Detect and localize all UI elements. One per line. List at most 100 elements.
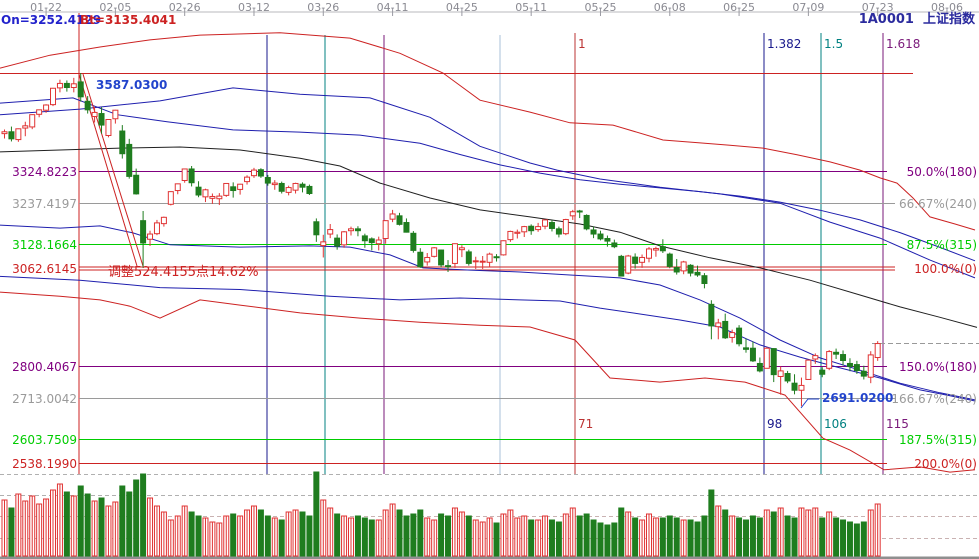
- volume-bar: [576, 515, 583, 557]
- lower-band-blue: [0, 275, 976, 402]
- candle-body: [237, 183, 244, 190]
- date-label: 06-25: [723, 1, 756, 14]
- candle-body: [50, 87, 57, 106]
- upper-envelope-red: [0, 32, 976, 231]
- candle-body: [576, 210, 583, 213]
- candle-body: [257, 169, 264, 177]
- candle-body: [542, 219, 549, 227]
- candle-body: [874, 343, 881, 359]
- date-label: 07-23: [861, 1, 894, 14]
- candle-body: [853, 364, 860, 372]
- candle-body: [493, 256, 500, 259]
- volume-bar: [618, 507, 625, 557]
- candle-body: [756, 362, 763, 372]
- candle-body: [334, 237, 341, 247]
- candle-body: [133, 174, 140, 195]
- candle-body: [264, 177, 271, 184]
- candle-body: [43, 104, 50, 111]
- candle-body: [230, 186, 237, 192]
- candle-body: [299, 183, 306, 188]
- volume-bar: [417, 509, 424, 557]
- candle-body: [659, 246, 666, 252]
- date-label: 04-11: [376, 1, 409, 14]
- candle-body: [528, 225, 535, 232]
- volume-bar: [438, 513, 445, 557]
- volume-bar: [188, 511, 195, 557]
- volume-bar: [306, 515, 313, 557]
- fib-percent-label: 166.67%(240): [891, 392, 977, 407]
- candle-body: [826, 351, 833, 369]
- bar-count-label: 106: [824, 417, 847, 431]
- volume-bar: [840, 519, 847, 557]
- fib-percent-label: 50.0%(180): [906, 164, 977, 179]
- date-label: 02-05: [99, 1, 132, 14]
- candle-body: [126, 143, 133, 177]
- candle-body: [250, 169, 257, 177]
- fib-percent-label: 87.5%(315): [906, 237, 977, 252]
- candle-body: [694, 271, 701, 276]
- candle-body: [63, 82, 70, 89]
- candle-body: [514, 231, 521, 234]
- volume-bar: [853, 523, 860, 557]
- candle-body: [29, 114, 36, 128]
- candle-body: [424, 256, 431, 263]
- candle-body: [625, 255, 632, 274]
- volume-bar: [694, 521, 701, 557]
- volume-bar: [126, 491, 133, 557]
- candle-body: [382, 220, 389, 240]
- candle-body: [805, 359, 812, 380]
- date-label: 08-06: [930, 1, 963, 14]
- candle-body: [722, 320, 729, 339]
- date-label: 03-12: [237, 1, 270, 14]
- candle-body: [341, 231, 348, 246]
- bar-count-label: 115: [886, 417, 909, 431]
- volume-bar: [611, 522, 618, 557]
- candle-body: [244, 176, 251, 183]
- price-level-label: 3128.1664: [12, 237, 77, 252]
- candle-body: [846, 362, 853, 367]
- candle-body: [77, 81, 84, 98]
- candle-body: [327, 229, 334, 235]
- symbol-title: 1A0001 上证指数: [859, 13, 975, 26]
- volume-bar: [8, 507, 15, 557]
- candle-body: [98, 113, 105, 126]
- candle-body: [361, 235, 368, 242]
- candle-body: [91, 111, 98, 118]
- candle-body: [569, 211, 576, 217]
- lower-envelope-red: [0, 291, 976, 473]
- candle-body: [216, 195, 223, 200]
- volume-bar: [749, 515, 756, 557]
- volume-bar: [659, 517, 666, 557]
- candle-body: [791, 382, 798, 391]
- candle-body: [507, 230, 514, 241]
- volume-bar: [119, 485, 126, 557]
- price-level-label: 2713.0042: [12, 392, 77, 407]
- candle-body: [410, 232, 417, 251]
- candle-body: [160, 216, 167, 225]
- candle-body: [770, 348, 777, 376]
- indicator-bt-value: Bt=3135.4041: [80, 13, 177, 27]
- fib-percent-label: 200.0%(0): [914, 457, 977, 472]
- candle-body: [784, 373, 791, 382]
- candle-body: [445, 265, 452, 268]
- volume-bar: [708, 489, 715, 557]
- candle-body: [639, 256, 646, 263]
- fib-percent-label: 66.67%(240): [898, 197, 977, 212]
- candle-body: [479, 260, 486, 263]
- volume-bar: [133, 479, 140, 557]
- candle-body: [521, 226, 528, 233]
- candle-body: [708, 303, 715, 327]
- candle-body: [632, 256, 639, 264]
- volume-bar: [445, 515, 452, 557]
- candle-body: [458, 247, 465, 251]
- candle-body: [36, 109, 43, 115]
- candle-body: [867, 354, 874, 378]
- candle-body: [687, 264, 694, 274]
- volume-bar: [361, 517, 368, 557]
- candle-body: [174, 183, 181, 192]
- volume-bar: [299, 511, 306, 557]
- candle-body: [348, 228, 354, 232]
- volume-bar: [257, 509, 264, 557]
